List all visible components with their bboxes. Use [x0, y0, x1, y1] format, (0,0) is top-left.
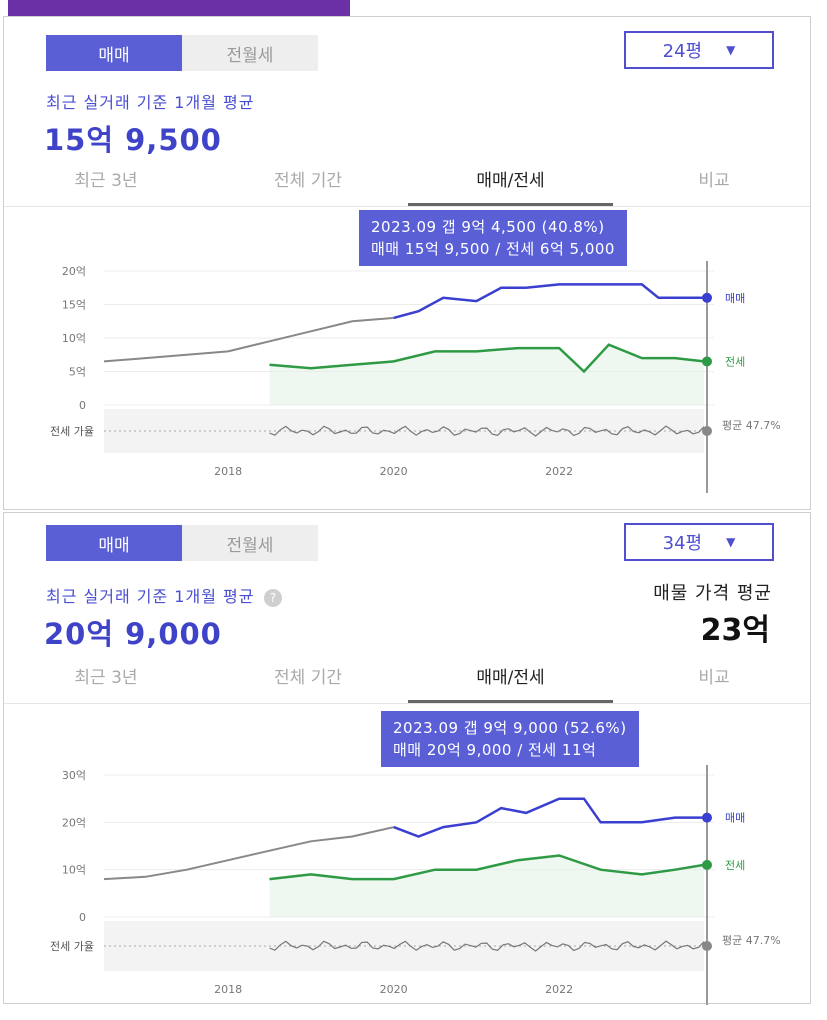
- tooltip-gap: 2023.09 갭 9억 4,500 (40.8%): [371, 218, 605, 236]
- segment-rent[interactable]: 전월세: [182, 35, 318, 71]
- segment-rent[interactable]: 전월세: [182, 525, 318, 561]
- x-tick-label: 2018: [214, 465, 242, 478]
- jeonse-range-area: [269, 344, 704, 405]
- x-tick-label: 2022: [545, 465, 573, 478]
- tooltip-gap: 2023.09 갭 9억 9,000 (52.6%): [393, 719, 627, 737]
- price-chart[interactable]: 20억 15억 10억 5억 0 전세 가율 평균 47.7% 2018 2020 2022 매매전…: [4, 209, 810, 509]
- y-tick-label: 0: [79, 911, 86, 924]
- tooltip-prices: 매매 20억 9,000 / 전세 11억: [393, 741, 597, 759]
- jeonse-series-line: [269, 854, 705, 881]
- tab-sale-jeonse[interactable]: 매매/전세: [408, 659, 613, 703]
- tab-recent-3y[interactable]: 최근 3년: [74, 668, 138, 688]
- ratio-end-point: [702, 941, 712, 951]
- sale-history-line: [103, 316, 394, 363]
- chart-tooltip: 2023.09 갭 9억 9,000 (52.6%) 매매 20억 9,000 …: [381, 711, 639, 767]
- y-tick-label: 20억: [62, 816, 86, 829]
- legend-sale: 매매: [725, 812, 745, 825]
- area-value: 24평: [662, 41, 703, 62]
- ratio-label: 전세 가율: [50, 425, 94, 438]
- tab-recent-3y[interactable]: 최근 3년: [74, 171, 138, 191]
- sale-series-line: [393, 283, 704, 320]
- x-tick-label: 2018: [214, 983, 242, 996]
- listing-avg-value: 23억: [700, 613, 770, 648]
- ratio-avg-value: 평균 47.7%: [722, 419, 781, 432]
- caret-down-icon: ▼: [726, 535, 736, 549]
- ratio-end-point: [702, 426, 712, 436]
- sale-end-point: [702, 292, 712, 303]
- legend-sale: 매매: [725, 292, 745, 305]
- y-tick-label: 5억: [69, 366, 86, 379]
- y-tick-label: 10억: [62, 864, 86, 877]
- ratio-line: [269, 425, 705, 437]
- top-banner: [8, 0, 350, 16]
- segment-sale[interactable]: 매매: [46, 35, 182, 71]
- jeonse-series-line: [269, 343, 705, 374]
- price-subtitle-text: 최근 실거래 기준 1개월 평균: [46, 587, 255, 606]
- area-dropdown[interactable]: 34평 ▼: [624, 523, 774, 561]
- sale-series-line: [393, 797, 704, 838]
- tooltip-prices: 매매 15억 9,500 / 전세 6억 5,000: [371, 240, 615, 258]
- price-panel-24: 매매 전월세 24평 ▼ 최근 실거래 기준 1개월 평균 15억 9,500 …: [3, 16, 811, 510]
- chart-tooltip: 2023.09 갭 9억 4,500 (40.8%) 매매 15억 9,500 …: [359, 210, 627, 266]
- area-value: 34평: [662, 533, 703, 554]
- price-value: 15억 9,500: [44, 123, 222, 157]
- ratio-label: 전세 가율: [50, 940, 94, 953]
- legend-jeonse: 전세: [725, 859, 745, 872]
- price-subtitle: 최근 실거래 기준 1개월 평균?: [46, 583, 283, 607]
- y-tick-label: 0: [79, 399, 86, 412]
- y-tick-label: 30억: [62, 769, 86, 782]
- legend-jeonse: 전세: [725, 355, 745, 368]
- ratio-avg-value: 평균 47.7%: [722, 934, 781, 947]
- area-dropdown[interactable]: 24평 ▼: [624, 31, 774, 69]
- sale-history-line: [103, 826, 394, 881]
- y-tick-label: 10억: [62, 332, 86, 345]
- sale-end-point: [702, 812, 712, 823]
- chart-tabs: 최근 3년 전체 기간 매매/전세 비교: [4, 659, 810, 704]
- jeonse-range-area: [269, 855, 704, 917]
- price-panel-34: 매매 전월세 34평 ▼ 최근 실거래 기준 1개월 평균? 20억 9,000…: [3, 512, 811, 1005]
- tab-all-period[interactable]: 전체 기간: [274, 668, 342, 688]
- y-tick-label: 15억: [62, 299, 86, 312]
- chart-tabs: 최근 3년 전체 기간 매매/전세 비교: [4, 162, 810, 207]
- y-tick-label: 20억: [62, 265, 86, 278]
- tab-all-period[interactable]: 전체 기간: [274, 171, 342, 191]
- tab-compare[interactable]: 비교: [698, 171, 730, 191]
- caret-down-icon: ▼: [726, 43, 736, 57]
- trade-type-toggle: 매매 전월세: [46, 525, 318, 561]
- price-subtitle: 최근 실거래 기준 1개월 평균: [46, 93, 255, 112]
- listing-avg-label: 매물 가격 평균: [653, 583, 772, 604]
- tab-sale-jeonse[interactable]: 매매/전세: [408, 162, 613, 206]
- jeonse-end-point: [702, 356, 712, 367]
- x-tick-label: 2020: [380, 983, 408, 996]
- segment-sale[interactable]: 매매: [46, 525, 182, 561]
- jeonse-end-point: [702, 859, 712, 870]
- x-tick-label: 2022: [545, 983, 573, 996]
- x-tick-label: 2020: [380, 465, 408, 478]
- ratio-line: [269, 940, 705, 952]
- trade-type-toggle: 매매 전월세: [46, 35, 318, 71]
- tab-compare[interactable]: 비교: [698, 668, 730, 688]
- info-icon[interactable]: ?: [264, 588, 283, 607]
- price-value: 20억 9,000: [44, 617, 222, 651]
